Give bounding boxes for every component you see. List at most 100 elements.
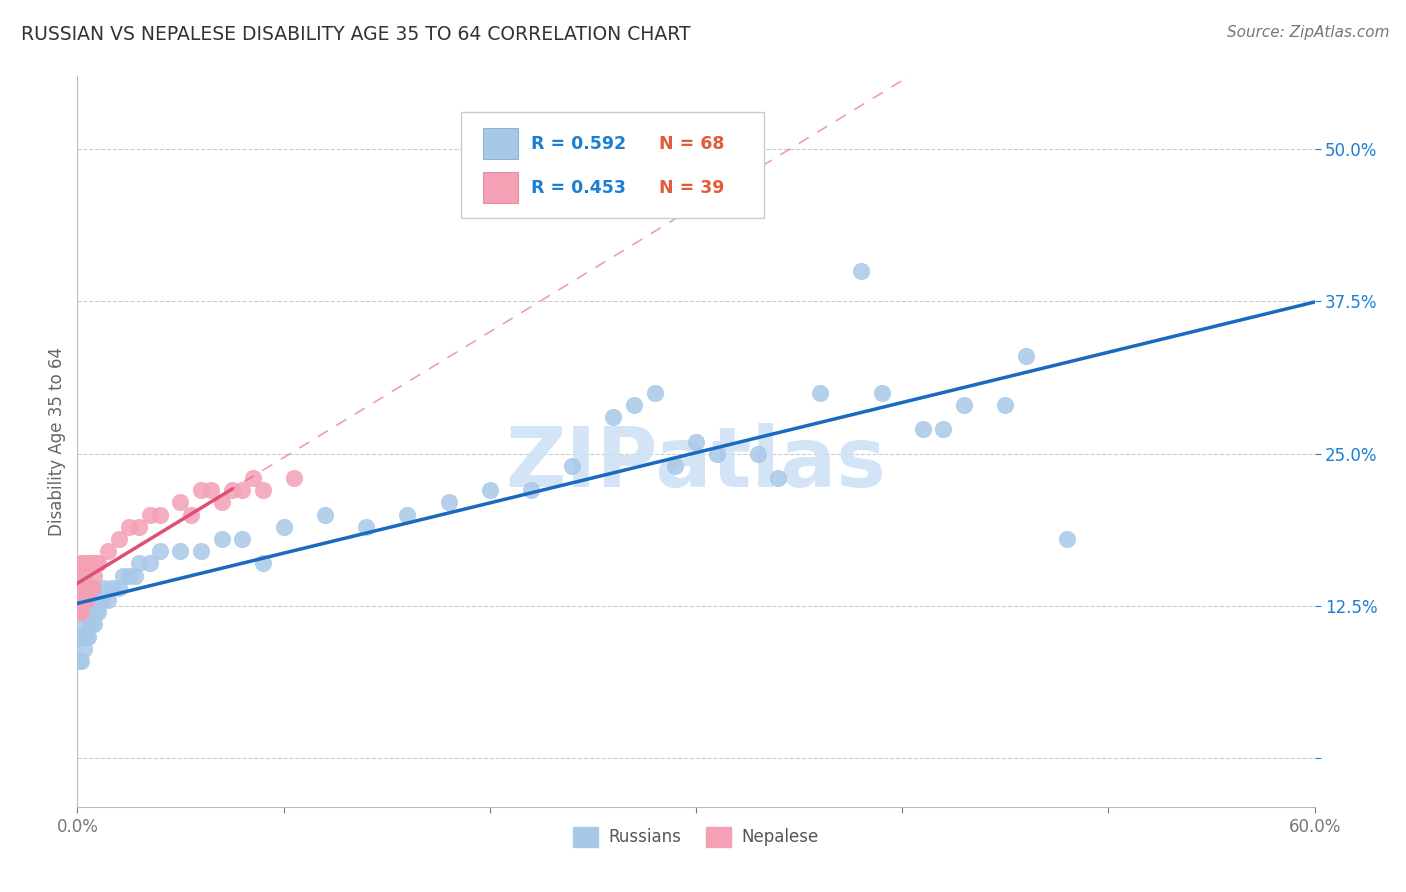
Point <box>561 458 583 473</box>
Point <box>75 557 97 571</box>
Point <box>747 447 769 461</box>
Point <box>97 544 120 558</box>
Point <box>211 495 233 509</box>
Point <box>67 593 90 607</box>
Point <box>80 617 103 632</box>
Point <box>169 495 191 509</box>
Point <box>80 557 103 571</box>
Point <box>76 605 98 619</box>
Point <box>111 568 134 582</box>
Text: Source: ZipAtlas.com: Source: ZipAtlas.com <box>1226 25 1389 40</box>
Point <box>138 508 160 522</box>
Point <box>72 557 94 571</box>
Point <box>76 581 98 595</box>
Point <box>478 483 501 498</box>
Text: N = 68: N = 68 <box>659 135 724 153</box>
Text: N = 39: N = 39 <box>659 178 724 197</box>
Point <box>706 447 728 461</box>
Point <box>437 495 460 509</box>
Point <box>118 520 141 534</box>
Point <box>91 593 114 607</box>
Text: ZIPatlas: ZIPatlas <box>506 423 886 504</box>
Point <box>70 630 93 644</box>
Point <box>768 471 790 485</box>
Point <box>849 264 872 278</box>
Y-axis label: Disability Age 35 to 64: Disability Age 35 to 64 <box>48 347 66 536</box>
Point <box>84 605 107 619</box>
Point <box>67 630 90 644</box>
Point <box>79 593 101 607</box>
Point <box>107 532 129 546</box>
Point <box>138 557 160 571</box>
Point <box>623 398 645 412</box>
Point <box>520 483 543 498</box>
Point <box>685 434 707 449</box>
Point <box>124 568 146 582</box>
Point <box>70 654 93 668</box>
Point <box>211 532 233 546</box>
Point <box>396 508 419 522</box>
Point <box>1056 532 1078 546</box>
Text: RUSSIAN VS NEPALESE DISABILITY AGE 35 TO 64 CORRELATION CHART: RUSSIAN VS NEPALESE DISABILITY AGE 35 TO… <box>21 25 690 44</box>
Point <box>664 458 686 473</box>
Point <box>107 581 129 595</box>
Point <box>252 557 274 571</box>
Point <box>70 581 93 595</box>
Point <box>169 544 191 558</box>
Point <box>72 641 94 656</box>
Point <box>75 581 97 595</box>
Point <box>83 617 105 632</box>
Point <box>75 593 97 607</box>
Point <box>602 410 624 425</box>
Point <box>67 581 90 595</box>
Point <box>72 617 94 632</box>
Point <box>128 557 150 571</box>
Point <box>79 617 101 632</box>
Point <box>75 630 97 644</box>
Point <box>76 557 98 571</box>
Point <box>70 557 93 571</box>
Point <box>808 385 831 400</box>
Point <box>231 532 253 546</box>
Bar <box>484 172 517 203</box>
Point <box>70 605 93 619</box>
Point <box>79 557 101 571</box>
Point <box>83 581 105 595</box>
Text: R = 0.453: R = 0.453 <box>531 178 626 197</box>
Point <box>273 520 295 534</box>
Text: R = 0.592: R = 0.592 <box>531 135 627 153</box>
Point <box>994 398 1017 412</box>
Point <box>242 471 264 485</box>
Point <box>72 581 94 595</box>
Point <box>101 581 124 595</box>
Point <box>644 385 666 400</box>
Point <box>79 581 101 595</box>
Point <box>180 508 202 522</box>
Point <box>70 593 93 607</box>
Point <box>87 605 110 619</box>
Point <box>84 557 107 571</box>
Point <box>190 544 212 558</box>
Point <box>870 385 893 400</box>
Point <box>67 605 90 619</box>
Point <box>221 483 243 498</box>
Point <box>67 568 90 582</box>
Bar <box>484 128 517 159</box>
Point <box>75 581 97 595</box>
Point <box>1015 349 1038 363</box>
Point <box>190 483 212 498</box>
Point <box>67 654 90 668</box>
Point <box>911 422 934 436</box>
Point <box>72 593 94 607</box>
Point <box>75 605 97 619</box>
Point <box>72 593 94 607</box>
Point <box>89 593 111 607</box>
Point <box>80 581 103 595</box>
FancyBboxPatch shape <box>461 112 763 219</box>
Point <box>76 630 98 644</box>
Point <box>93 581 115 595</box>
Point <box>354 520 377 534</box>
Point <box>70 605 93 619</box>
Legend: Russians, Nepalese: Russians, Nepalese <box>567 820 825 854</box>
Point <box>97 593 120 607</box>
